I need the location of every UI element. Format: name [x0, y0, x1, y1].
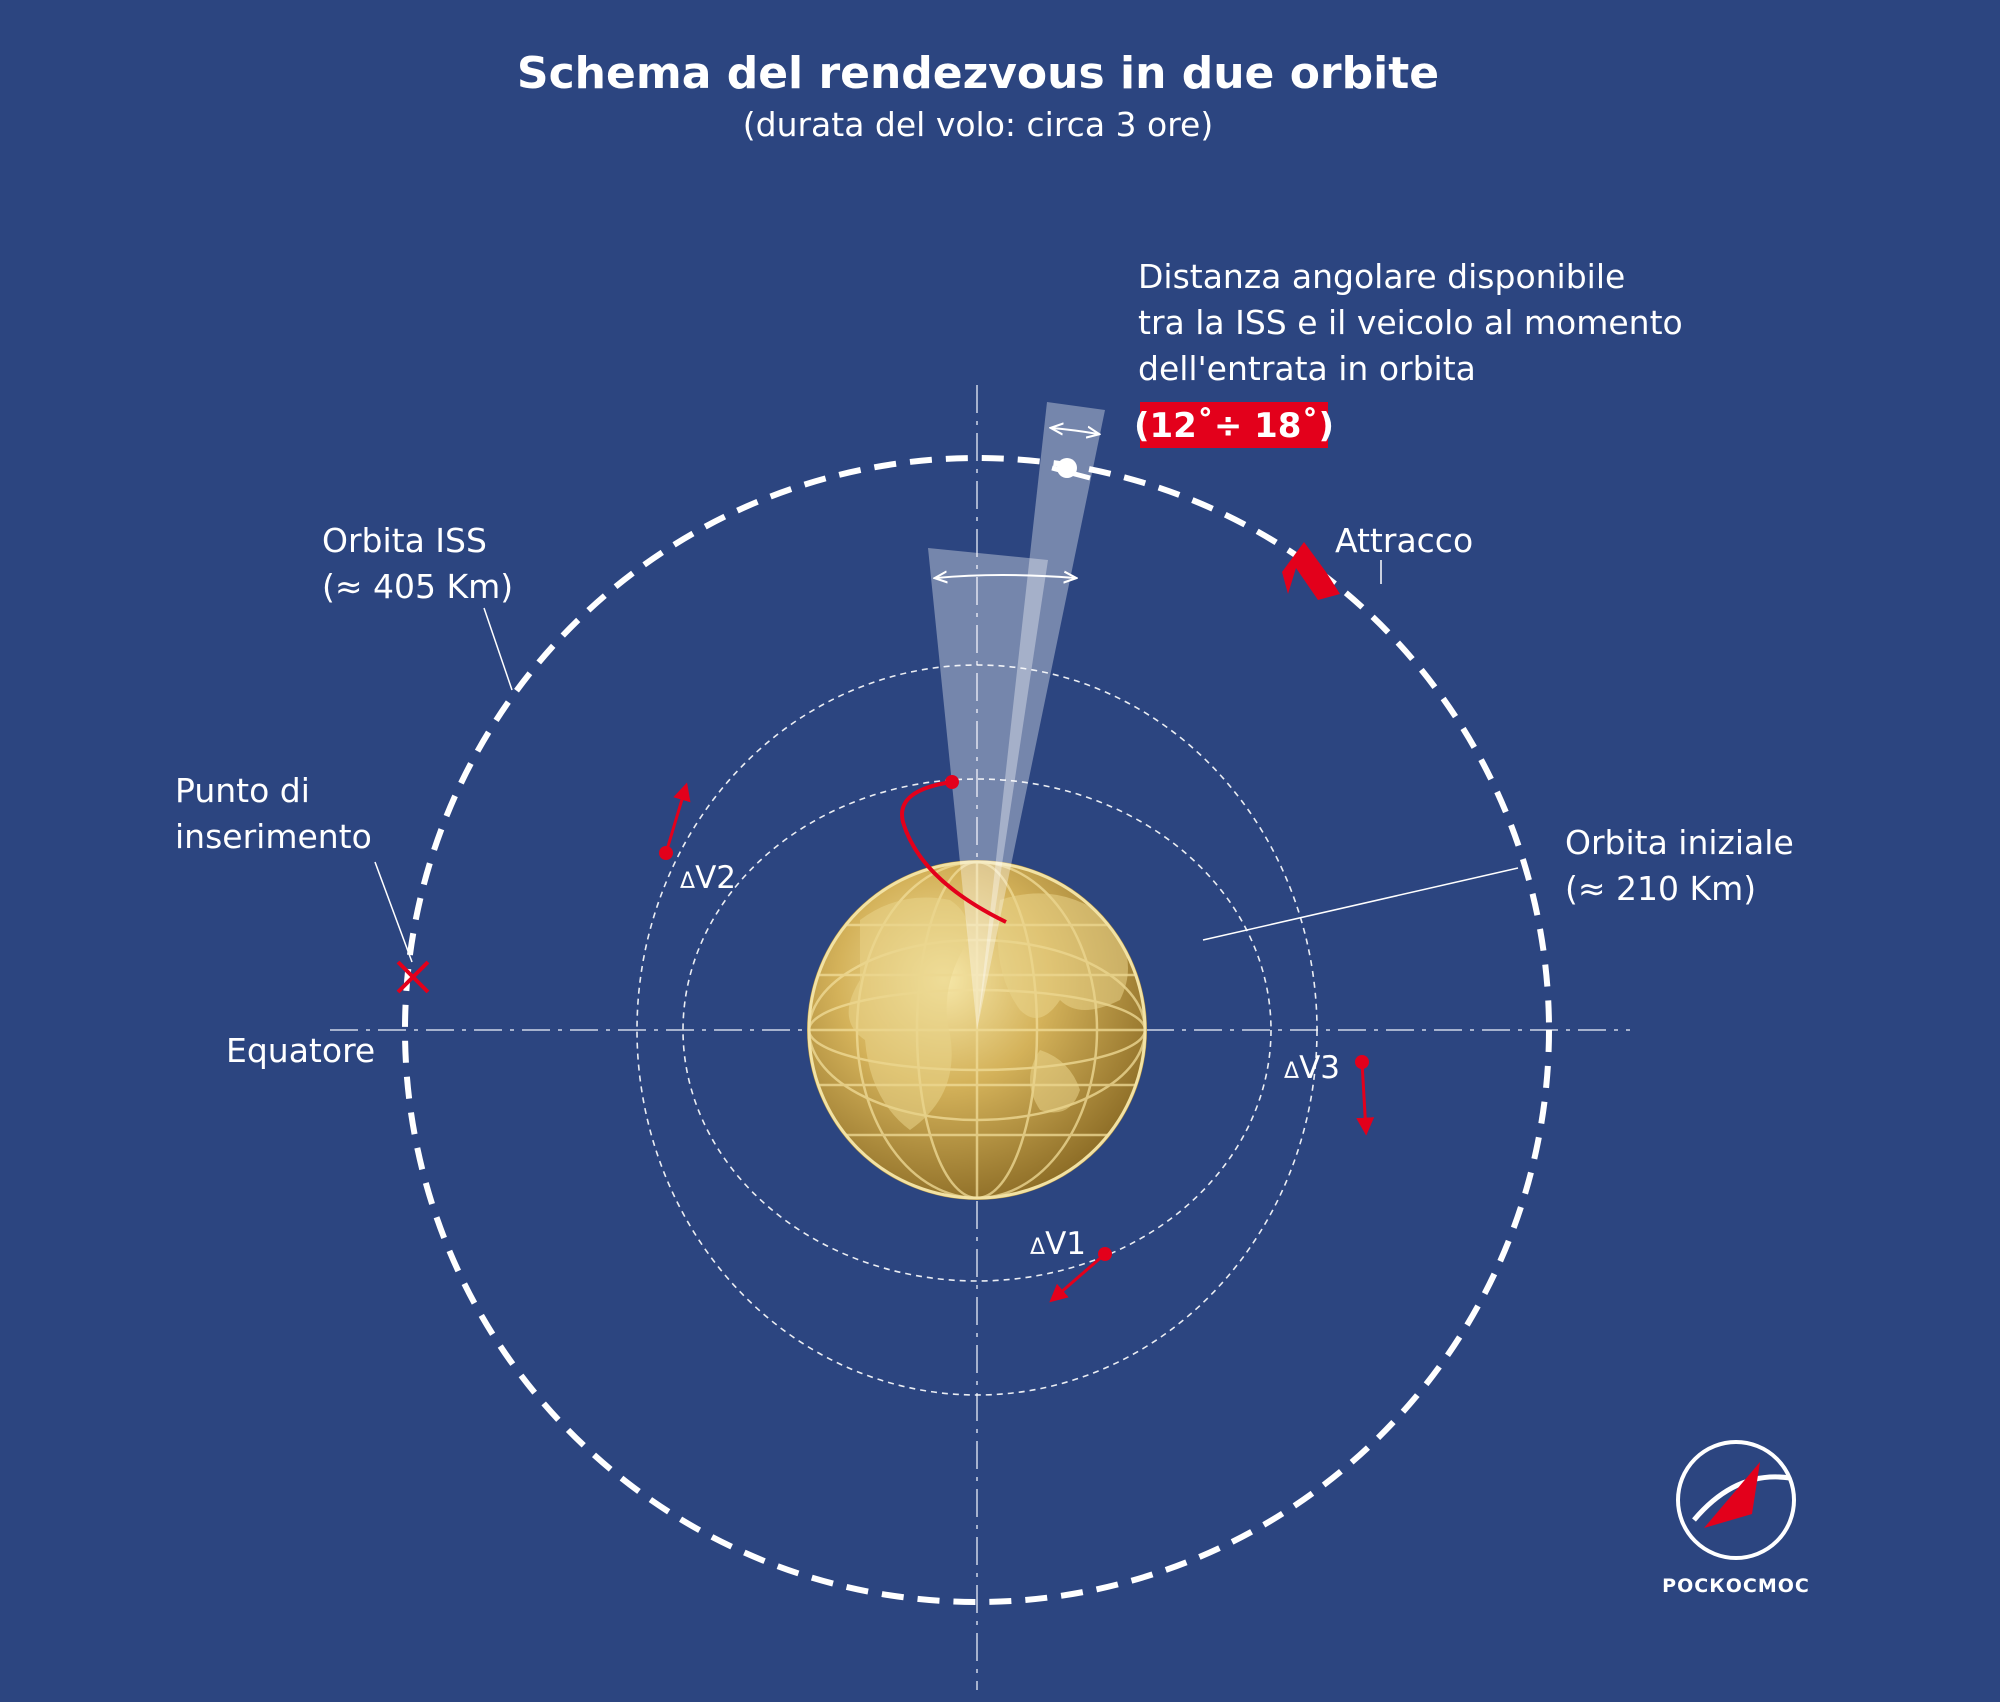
initial-orbit-altitude: (≈ 210 Km): [1565, 869, 1756, 908]
iss-position-bar: [1051, 465, 1091, 481]
dv2-label: ΔV2: [680, 860, 736, 896]
wedge-angle-arrow-outer: [1052, 428, 1098, 434]
dv1-vector: [1049, 1247, 1112, 1303]
angular-wedge-inner: [928, 548, 1048, 1030]
angular-distance-line-2: tra la ISS e il veicolo al momento: [1138, 303, 1683, 342]
diagram-subtitle: (durata del volo: circa 3 ore): [743, 105, 1213, 144]
initial-orbit-leader-line: [1202, 867, 1519, 941]
docking-marker-icon: [1282, 542, 1340, 600]
earth-globe: [807, 860, 1147, 1200]
iss-orbit: [402, 455, 1552, 1605]
insertion-point-leader-line: [374, 861, 413, 963]
iss-orbit-leader-line: [483, 607, 513, 691]
iss-orbit-label: Orbita ISS: [322, 521, 487, 560]
roscosmos-logo: РОСКОСМОС: [1662, 1440, 1810, 1597]
dv3-label: ΔV3: [1284, 1050, 1340, 1086]
insertion-point-label-line-1: Punto di: [175, 771, 310, 810]
angular-wedge-outer: [977, 402, 1105, 1030]
launch-trajectory: [900, 780, 1007, 924]
orbit-entry-point: [945, 775, 959, 789]
dv1-label: ΔV1: [1030, 1226, 1086, 1262]
angular-distance-line-1: Distanza angolare disponibile: [1138, 257, 1625, 296]
diagram-title: Schema del rendezvous in due orbite: [517, 48, 1439, 99]
initial-orbit: [636, 664, 1318, 1396]
transfer-orbit: [682, 778, 1272, 1282]
equator-label: Equatore: [226, 1031, 375, 1070]
wedge-angle-arrow-inner: [936, 575, 1075, 578]
dv2-vector: [659, 782, 691, 860]
docking-label: Attracco: [1335, 521, 1473, 560]
logo-text: РОСКОСМОС: [1662, 1575, 1810, 1597]
dv3-vector: [1355, 1055, 1375, 1136]
angular-distance-line-3: dell'entrata in orbita: [1138, 349, 1476, 388]
initial-orbit-label: Orbita iniziale: [1565, 823, 1794, 862]
insertion-point-x-icon: [396, 960, 430, 994]
iss-orbit-altitude: (≈ 405 Km): [322, 567, 513, 606]
angular-distance-badge: [1140, 402, 1328, 448]
angular-distance-value: (12˚÷ 18˚): [1134, 406, 1334, 446]
insertion-point-label-line-2: inserimento: [175, 817, 372, 856]
